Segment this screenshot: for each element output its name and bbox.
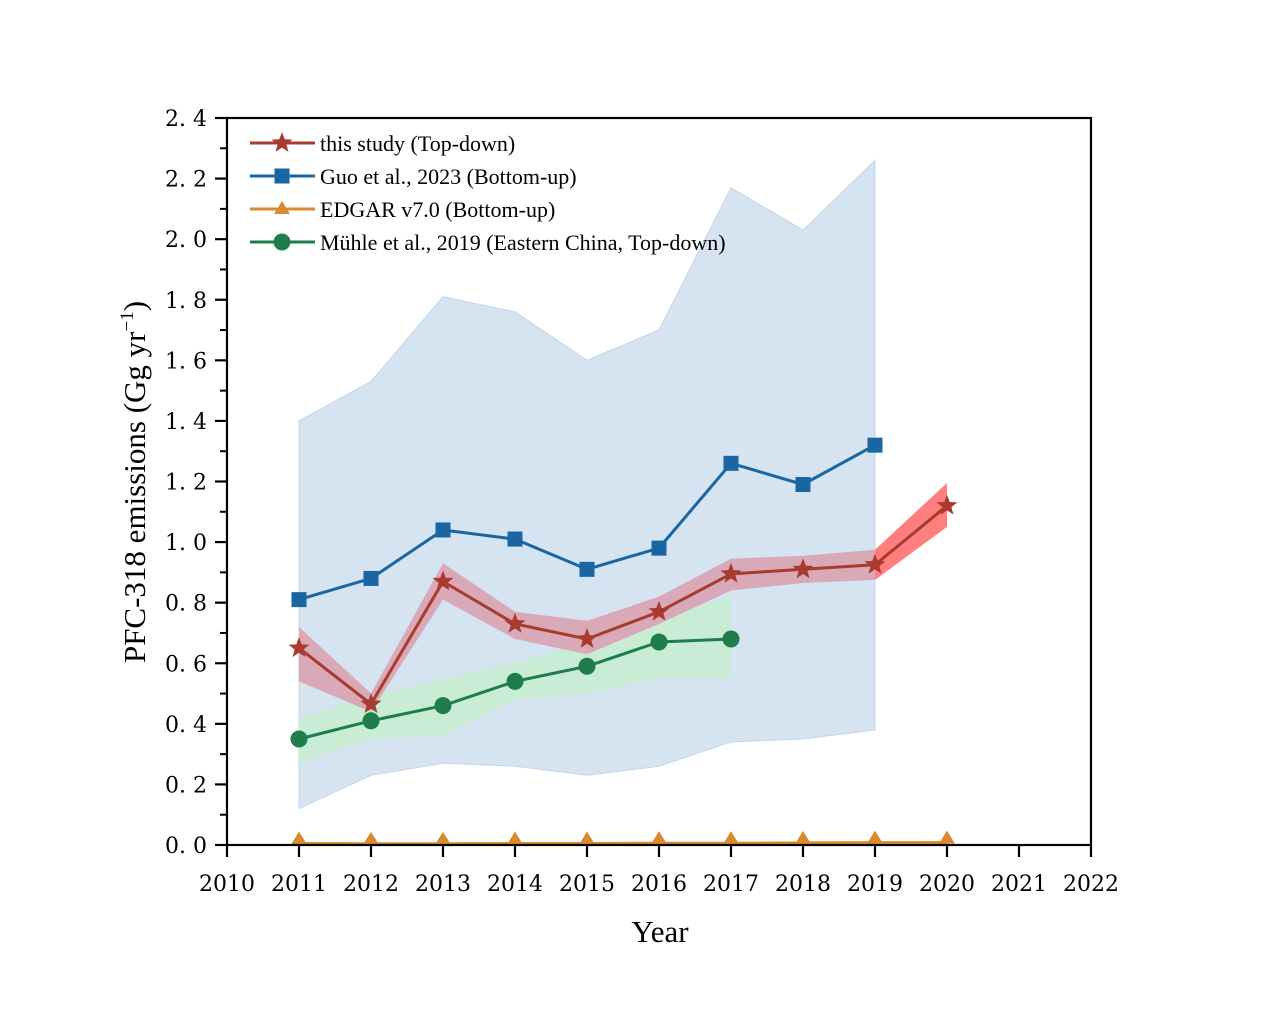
x-tick-label: 2013: [415, 872, 471, 897]
x-tick-label: 2020: [919, 872, 975, 897]
data-point-circle: [506, 672, 524, 690]
data-point-triangle: [723, 831, 739, 845]
data-point-star: [720, 562, 742, 583]
x-tick-label: 2022: [1063, 872, 1119, 897]
x-tick-label: 2014: [487, 872, 543, 897]
data-point-triangle: [579, 831, 595, 845]
legend-item: Mühle et al., 2019 (Eastern China, Top-d…: [250, 230, 726, 255]
data-point-star: [360, 693, 382, 714]
y-tick-label: 1. 6: [165, 349, 207, 374]
data-point-square: [723, 455, 739, 471]
band-0-1: [875, 483, 947, 580]
y-axis-title-main: PFC-318 emissions (Gg yr: [117, 331, 152, 663]
data-point-circle: [290, 730, 308, 748]
x-tick-label: 2010: [199, 872, 255, 897]
y-tick-label: 1. 0: [165, 531, 207, 556]
series-line-triangle: [298, 841, 947, 846]
y-tick-label: 0. 8: [165, 592, 207, 617]
x-tick-label: 2019: [847, 872, 903, 897]
series-markers: [288, 437, 958, 845]
legend-label: Mühle et al., 2019 (Eastern China, Top-d…: [320, 230, 726, 255]
x-axis-title: Year: [631, 914, 689, 949]
y-tick-label: 1. 2: [165, 471, 207, 496]
x-tick-label: 2011: [271, 872, 327, 897]
data-point-triangle: [651, 831, 667, 845]
x-tick-label: 2016: [631, 872, 687, 897]
legend-marker-star: [271, 132, 293, 152]
x-tick-label: 2017: [703, 872, 759, 897]
x-axis: 2010 2011 2012 2013 2014 2015 2016 2017 2018 2019…: [199, 845, 1119, 897]
data-point-star: [432, 570, 454, 591]
data-point-triangle: [795, 830, 811, 844]
y-tick-label: 0. 4: [165, 713, 207, 738]
data-point-square: [795, 477, 811, 493]
y-tick-label: 2. 0: [165, 228, 207, 253]
data-point-triangle: [363, 831, 379, 845]
y-axis: 0. 0 0. 2 0. 4 0. 6 0. 8 1. 0 1. 2 1. 4 1. 6 1. 8…: [165, 107, 227, 859]
legend-item: this study (Top-down): [250, 131, 515, 156]
data-point-square: [363, 570, 379, 586]
data-point-square: [507, 531, 523, 547]
y-tick-label: 0. 6: [165, 652, 207, 677]
data-point-star: [648, 600, 670, 621]
data-point-square: [435, 522, 451, 538]
x-tick-label: 2012: [343, 872, 399, 897]
data-point-triangle: [867, 830, 883, 844]
data-point-star: [864, 553, 886, 574]
legend-item: Guo et al., 2023 (Bottom-up): [250, 164, 577, 189]
data-point-circle: [578, 657, 596, 675]
legend-marker-triangle: [274, 201, 290, 214]
x-tick-label: 2015: [559, 872, 615, 897]
data-point-star: [792, 558, 814, 579]
uncertainty-bands: [298, 159, 947, 810]
data-point-triangle: [939, 830, 955, 844]
legend-marker-circle: [273, 233, 291, 251]
y-tick-label: 0. 0: [165, 834, 207, 859]
legend-label: EDGAR v7.0 (Bottom-up): [320, 197, 555, 222]
data-point-triangle: [435, 831, 451, 845]
data-point-star: [576, 628, 598, 648]
x-tick-label: 2018: [775, 872, 831, 897]
data-point-square: [579, 561, 595, 577]
data-point-square: [291, 592, 307, 608]
x-tick-label: 2021: [991, 872, 1047, 897]
legend-item: EDGAR v7.0 (Bottom-up): [250, 197, 555, 222]
y-tick-label: 1. 4: [165, 410, 207, 435]
y-tick-label: 0. 2: [165, 773, 207, 798]
data-point-star: [504, 612, 526, 633]
y-axis-title-superscript: −1: [117, 311, 138, 331]
y-tick-label: 2. 4: [165, 107, 207, 132]
legend: this study (Top-down) Guo et al., 2023 (B…: [250, 131, 726, 255]
data-point-square: [651, 540, 667, 556]
data-point-circle: [434, 697, 452, 715]
y-tick-label: 1. 8: [165, 289, 207, 314]
series-line-star: [298, 504, 948, 706]
data-point-star: [936, 494, 958, 515]
y-tick-label: 2. 2: [165, 168, 207, 193]
y-axis-title: PFC-318 emissions (Gg yr−1): [117, 301, 152, 663]
data-point-triangle: [507, 831, 523, 845]
data-point-circle: [722, 630, 740, 648]
legend-label: this study (Top-down): [320, 131, 515, 156]
data-point-circle: [650, 633, 668, 651]
y-axis-title-suffix: ): [117, 301, 152, 311]
data-point-star: [288, 637, 310, 657]
data-point-circle: [362, 712, 380, 730]
data-point-triangle: [291, 831, 307, 845]
legend-marker-square: [274, 168, 290, 184]
legend-label: Guo et al., 2023 (Bottom-up): [320, 164, 577, 189]
data-point-square: [867, 437, 883, 453]
